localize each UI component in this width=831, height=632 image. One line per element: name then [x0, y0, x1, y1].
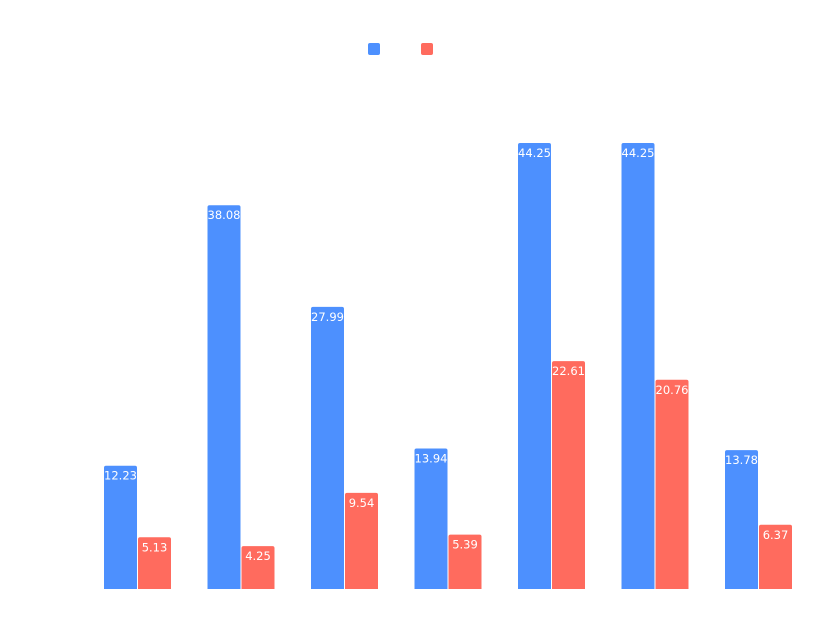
data-label-series-1-group-5: 44.25 [518, 146, 551, 160]
bar-series-1-group-5[interactable] [518, 143, 551, 589]
bar-series-2-group-5[interactable] [552, 361, 585, 589]
bar-series-2-group-1[interactable] [138, 537, 171, 589]
legend-swatch-series-1[interactable] [368, 43, 380, 55]
data-label-series-2-group-5: 22.61 [552, 364, 585, 378]
data-label-series-2-group-7: 6.37 [763, 528, 789, 542]
bar-series-1-group-4[interactable] [414, 448, 448, 589]
bar-series-2-group-7[interactable] [759, 524, 792, 589]
bar-series-1-group-7[interactable] [725, 450, 758, 589]
data-label-series-2-group-3: 9.54 [349, 496, 375, 510]
data-label-series-2-group-2: 4.25 [245, 549, 271, 563]
data-label-series-1-group-6: 44.25 [622, 146, 655, 160]
bar-series-2-group-6[interactable] [655, 379, 689, 589]
bar-series-1-group-6[interactable] [621, 143, 655, 589]
bar-series-2-group-3[interactable] [345, 492, 378, 589]
plot-area: 12.23 5.13 38.08 4.25 27.99 9.54 13.94 5.39 44.2… [104, 143, 792, 589]
bar-series-1-group-2[interactable] [207, 205, 241, 589]
legend-swatch-series-2[interactable] [421, 43, 433, 55]
data-label-series-1-group-3: 27.99 [311, 310, 344, 324]
data-label-series-1-group-7: 13.78 [725, 453, 758, 467]
data-label-series-1-group-2: 38.08 [208, 208, 241, 222]
data-label-series-1-group-4: 13.94 [415, 451, 448, 465]
bar-series-1-group-3[interactable] [311, 306, 344, 589]
data-label-series-2-group-4: 5.39 [452, 538, 478, 552]
bar-series-2-group-4[interactable] [448, 534, 482, 589]
bar-series-2-group-2[interactable] [241, 546, 275, 589]
data-label-series-1-group-1: 12.23 [104, 469, 137, 483]
legend [368, 43, 433, 55]
data-label-series-2-group-1: 5.13 [142, 540, 168, 554]
data-label-series-2-group-6: 20.76 [656, 383, 689, 397]
bar-series-1-group-1[interactable] [104, 465, 137, 589]
